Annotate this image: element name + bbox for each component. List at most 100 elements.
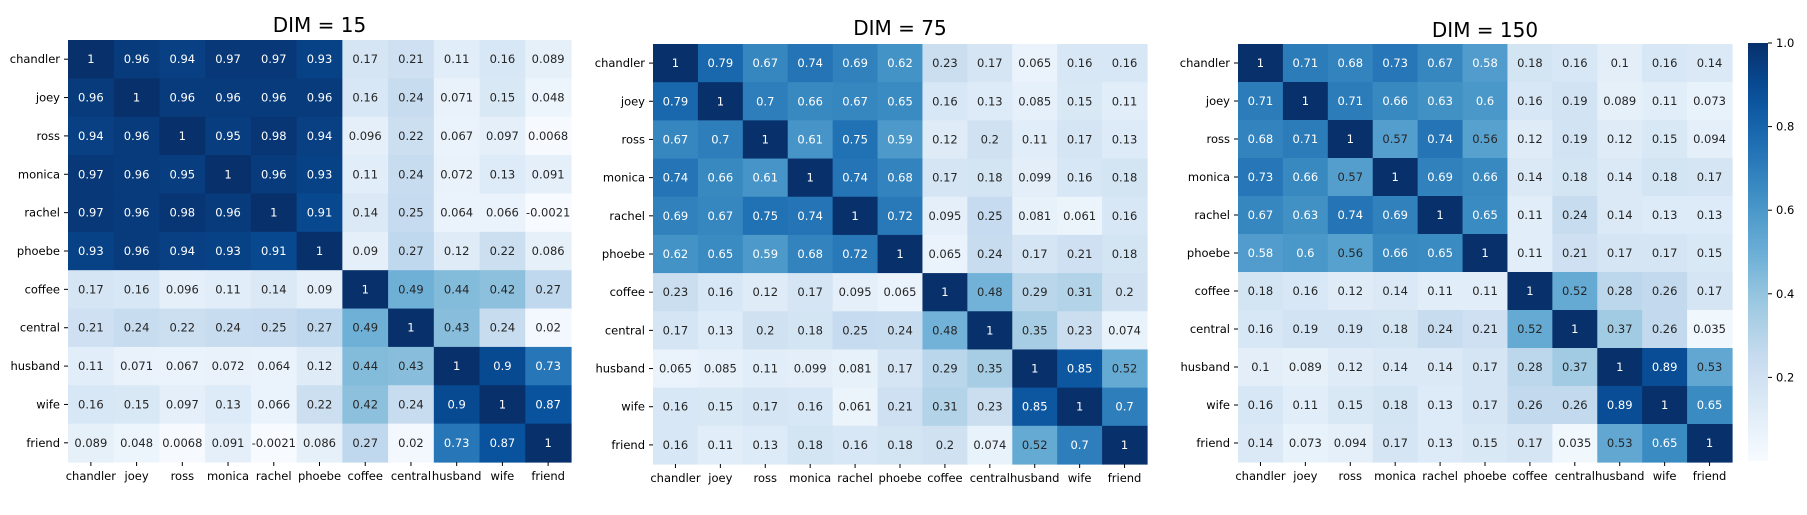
heatmap-cell (342, 116, 389, 156)
cell-label: 1 (762, 132, 769, 146)
cell-label: 0.65 (1472, 208, 1498, 222)
y-tick-label: wife (621, 400, 645, 414)
cell-label: 0.75 (842, 132, 868, 146)
heatmap-cell (787, 311, 834, 351)
heatmap-cell (1102, 196, 1148, 236)
cell-label: 0.35 (977, 362, 1003, 376)
heatmap-cell (787, 349, 834, 389)
heatmap-cell (479, 116, 526, 156)
heatmap-cell (1687, 424, 1733, 463)
cell-label: 0.93 (78, 244, 104, 258)
heatmap-cell (697, 387, 744, 427)
heatmap-cell (1102, 349, 1148, 389)
cell-label: 0.086 (303, 436, 336, 450)
heatmap-cell (1462, 196, 1509, 235)
cell-label: 0.065 (659, 362, 692, 376)
heatmap-cell (68, 346, 115, 386)
heatmap-cell (1057, 234, 1103, 274)
cell-label: 1 (179, 129, 186, 143)
heatmap-cell (832, 425, 879, 465)
heatmap-cell (342, 155, 389, 195)
y-tick-label: rachel (1194, 208, 1230, 222)
cell-label: 0.48 (932, 323, 958, 337)
cell-label: 0.17 (663, 323, 689, 337)
heatmap-cell (1507, 44, 1553, 83)
cell-label: 0.17 (1517, 436, 1543, 450)
heatmap-cell (1642, 272, 1688, 311)
heatmap-cell (1417, 310, 1464, 349)
y-tick-label: central (605, 323, 645, 337)
cell-label: 0.074 (973, 438, 1006, 452)
cell-label: 0.27 (307, 321, 333, 335)
heatmap-cell (967, 82, 1013, 121)
heatmap-cell (1417, 386, 1464, 425)
cell-label: 0.11 (78, 359, 104, 373)
cell-label: 0.14 (1517, 170, 1543, 184)
cell-label: 0.96 (124, 52, 150, 66)
heatmap-cell (832, 120, 879, 160)
heatmap-cell (1012, 234, 1058, 274)
heatmap-cell (1057, 82, 1103, 121)
y-tick-label: friend (1196, 436, 1230, 450)
cell-label: 0.53 (1697, 360, 1723, 374)
heatmap-cell (922, 273, 968, 312)
cell-label: 0.24 (398, 91, 424, 105)
cell-label: 0.58 (1472, 56, 1498, 70)
heatmap-cell (697, 120, 744, 160)
cell-label: 0.65 (887, 94, 913, 108)
heatmap-cell (1102, 425, 1148, 465)
heatmap-cell (525, 78, 572, 118)
heatmap-cell (1012, 44, 1058, 83)
y-tick-label: friend (26, 436, 60, 450)
heatmap-cell (697, 349, 744, 389)
x-tick-label: husband (432, 469, 482, 483)
heatmap-cell (205, 423, 252, 463)
cell-label: 0.96 (215, 91, 241, 105)
heatmap-cell (1507, 196, 1553, 235)
heatmap-cell (832, 158, 879, 198)
heatmap-cell (1552, 82, 1598, 121)
heatmap-cell (877, 349, 924, 389)
heatmap-cell (1462, 44, 1509, 83)
cell-label: 0.52 (1562, 284, 1588, 298)
heatmap-cell (479, 423, 526, 463)
heatmap-cell (68, 270, 115, 310)
heatmap-cell (1372, 44, 1419, 83)
cell-label: 0.17 (1652, 246, 1678, 260)
cell-label: 0.22 (398, 129, 424, 143)
heatmap-cell (742, 158, 789, 198)
heatmap-cell (787, 44, 834, 83)
heatmap-cell (1552, 44, 1598, 83)
cell-label: 0.37 (1607, 322, 1633, 336)
heatmap-cell (877, 82, 924, 121)
heatmap-cell (742, 311, 789, 351)
cell-label: 0.095 (839, 285, 872, 299)
cell-label: 0.12 (1337, 360, 1363, 374)
cell-label: 0.94 (307, 129, 333, 143)
cell-label: 0.97 (78, 206, 104, 220)
cell-label: 0.085 (704, 362, 737, 376)
cell-label: 0.071 (120, 359, 153, 373)
heatmap-cell (653, 234, 699, 274)
cell-label: 0.7 (1070, 438, 1088, 452)
cell-label: 0.16 (1248, 398, 1274, 412)
cell-label: 0.089 (1289, 360, 1322, 374)
heatmap-cell (342, 346, 389, 386)
heatmap-cell (832, 196, 879, 236)
cell-label: 0.11 (1652, 94, 1678, 108)
heatmap-cell (832, 349, 879, 389)
cell-label: 0.089 (532, 52, 565, 66)
heatmap-cell (1417, 234, 1464, 273)
heatmap-cell (697, 273, 744, 312)
cell-label: 0.17 (1472, 398, 1498, 412)
cell-label: 0.16 (1652, 56, 1678, 70)
heatmap-cell (342, 385, 389, 425)
heatmap-cell (1597, 348, 1643, 387)
heatmap-cell (1417, 196, 1464, 235)
heatmap-cell (1057, 44, 1103, 83)
cell-label: 0.16 (1067, 171, 1093, 185)
x-tick-label: chandler (66, 469, 117, 483)
y-tick-label: ross (1207, 132, 1231, 146)
heatmap-cell (787, 196, 834, 236)
